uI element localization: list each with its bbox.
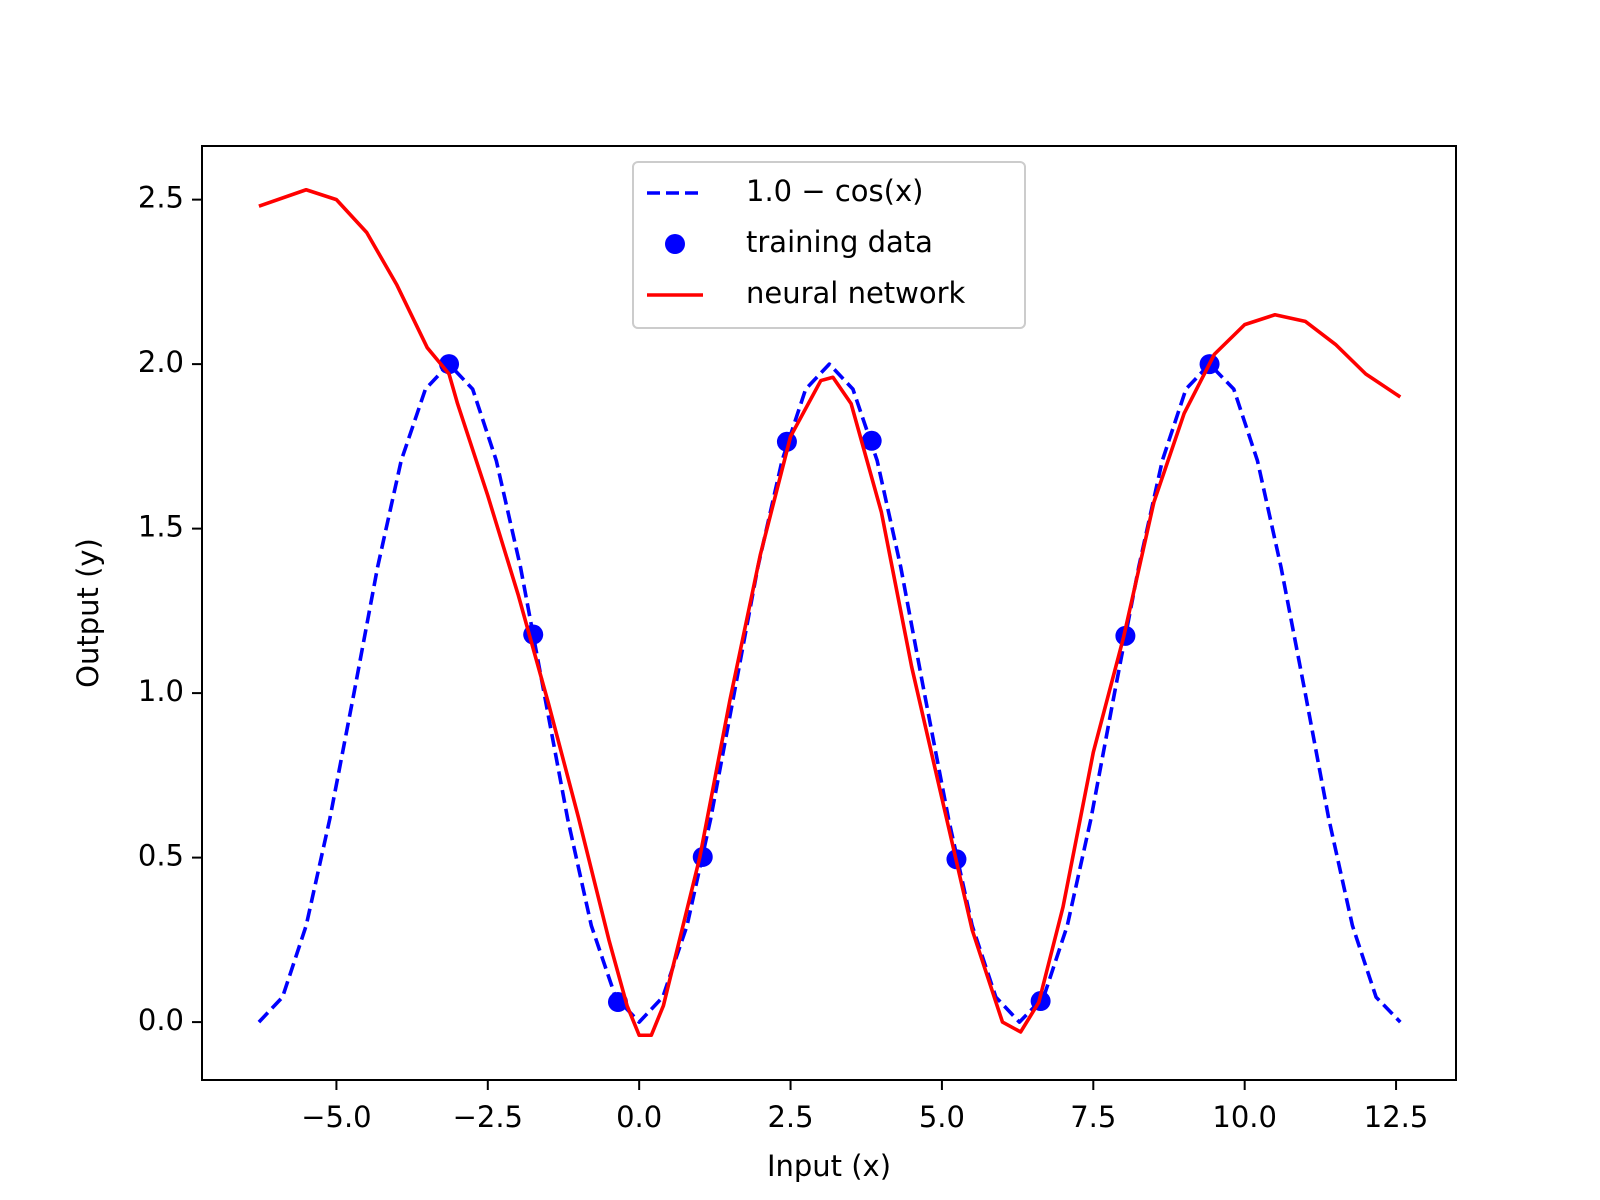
plot-frame <box>201 145 1457 1081</box>
line <box>258 187 1402 1038</box>
y-tick-label: 1.0 <box>138 674 184 708</box>
plot-area <box>257 187 1402 1038</box>
legend-label: training data <box>746 225 933 259</box>
x-tick-label: −5.0 <box>301 1100 371 1134</box>
x-tick-label: 0.0 <box>616 1100 662 1134</box>
legend-swatch <box>665 234 685 254</box>
y-tick-label: 1.5 <box>138 510 184 544</box>
x-tick-label: −2.5 <box>453 1100 523 1134</box>
point <box>861 430 882 451</box>
y-tick-label: 2.0 <box>138 345 184 379</box>
legend-box <box>632 161 1026 329</box>
x-tick-label: 7.5 <box>1070 1100 1116 1134</box>
x-tick-label: 10.0 <box>1212 1100 1277 1134</box>
y-tick-label: 0.0 <box>138 1003 184 1037</box>
legend-label: 1.0 − cos(x) <box>746 174 923 208</box>
x-tick-label: 2.5 <box>767 1100 813 1134</box>
x-tick-label: 5.0 <box>919 1100 965 1134</box>
x-tick-label: 12.5 <box>1364 1100 1429 1134</box>
legend-label: neural network <box>746 276 966 310</box>
x-axis-label: Input (x) <box>767 1149 891 1183</box>
y-tick-label: 0.5 <box>138 839 184 873</box>
y-tick-label: 2.5 <box>138 181 184 215</box>
y-axis-label: Output (y) <box>71 538 105 688</box>
legend: 1.0 − cos(x) training data neural network <box>632 161 1026 329</box>
